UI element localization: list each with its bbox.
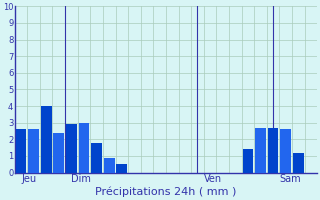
Bar <box>268 128 278 173</box>
Bar <box>243 149 253 173</box>
Bar <box>280 129 291 173</box>
Bar <box>255 128 266 173</box>
Bar <box>116 164 127 173</box>
Bar <box>91 143 102 173</box>
Bar <box>53 133 64 173</box>
Bar <box>28 129 39 173</box>
Bar <box>293 153 304 173</box>
Bar <box>41 106 52 173</box>
Bar <box>16 129 26 173</box>
Bar <box>79 123 89 173</box>
X-axis label: Précipitations 24h ( mm ): Précipitations 24h ( mm ) <box>95 187 236 197</box>
Bar <box>104 158 115 173</box>
Bar <box>66 124 77 173</box>
